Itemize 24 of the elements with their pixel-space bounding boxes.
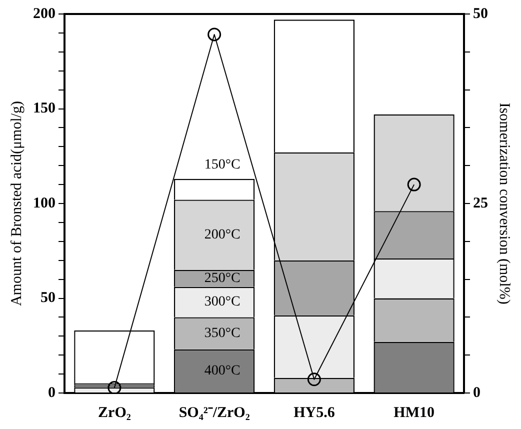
x-tick-label: ZrO₂ bbox=[98, 404, 132, 421]
y2-tick-label: 0 bbox=[473, 384, 480, 401]
x-tick-label: HM10 bbox=[394, 404, 434, 421]
series-label: 350°C bbox=[204, 326, 240, 341]
series-label: 400°C bbox=[204, 364, 240, 379]
series-label: 250°C bbox=[204, 271, 240, 286]
series-label: 300°C bbox=[204, 294, 240, 310]
point bbox=[208, 28, 222, 42]
y-tick-label: 50 bbox=[40, 290, 56, 306]
series-label: 200°C bbox=[204, 227, 240, 242]
point bbox=[407, 178, 421, 192]
x-tick-label: HY5.6 bbox=[294, 404, 336, 421]
y2-tick-label: 25 bbox=[473, 195, 488, 212]
point bbox=[307, 372, 321, 386]
y-axis-title: Amount of Bronsted acid(μmol/g) bbox=[8, 100, 25, 306]
x-tick-label: SO₄²⁻/ZrO₂ bbox=[178, 404, 250, 421]
point bbox=[108, 380, 122, 393]
y2-tick-label: 50 bbox=[473, 6, 488, 22]
series-label: 150°C bbox=[204, 158, 240, 173]
y-tick-label: 150 bbox=[33, 100, 56, 117]
y-tick-label: 200 bbox=[33, 6, 56, 22]
y-tick-label: 0 bbox=[48, 384, 56, 401]
y2-axis-title: Isomerization conversion (mol%) bbox=[496, 102, 512, 304]
y-tick-label: 100 bbox=[33, 195, 56, 212]
